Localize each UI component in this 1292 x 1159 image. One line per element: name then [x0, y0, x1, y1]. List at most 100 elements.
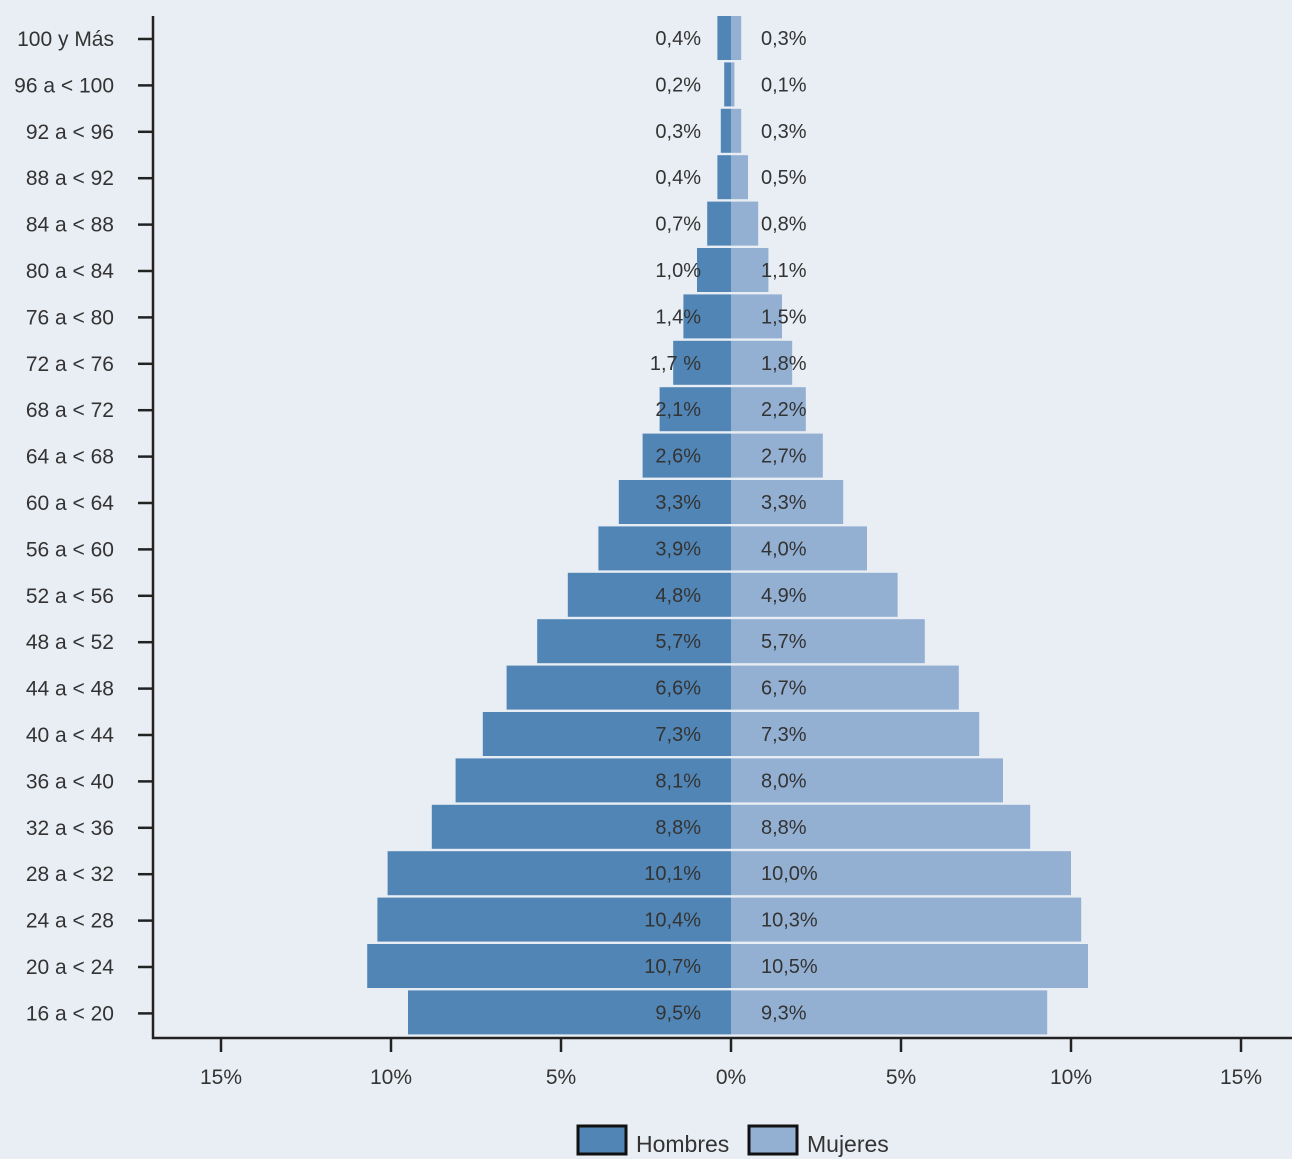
- value-label-hombres-20-a-24: 10,7%: [644, 956, 701, 978]
- y-tick-label-28-a-32: 28 a < 32: [26, 863, 114, 886]
- x-tick-label-15: 15%: [1220, 1066, 1262, 1089]
- x-tick-label-10: 10%: [1050, 1066, 1092, 1089]
- bar-mujeres-100-y-m-s: [731, 16, 742, 60]
- y-tick-label-100-y-m-s: 100 y Más: [17, 28, 114, 51]
- bar-mujeres-16-a-20: [731, 990, 1048, 1035]
- bar-hombres-88-a-92: [717, 155, 731, 200]
- value-label-hombres-44-a-48: 6,6%: [655, 678, 701, 700]
- bar-mujeres-96-a-100: [731, 62, 735, 107]
- x-tick-label-neg-10: 10%: [370, 1066, 412, 1089]
- bar-mujeres-20-a-24: [731, 944, 1088, 988]
- value-label-hombres-72-a-76: 1,7 %: [650, 353, 701, 375]
- bar-mujeres-68-a-72: [731, 387, 806, 432]
- bar-hombres-68-a-72: [659, 387, 731, 432]
- value-label-hombres-36-a-40: 8,1%: [655, 770, 701, 792]
- value-label-hombres-24-a-28: 10,4%: [644, 910, 701, 932]
- bar-mujeres-84-a-88: [731, 201, 759, 246]
- value-label-hombres-100-y-m-s: 0,4%: [655, 28, 701, 50]
- bar-mujeres-60-a-64: [731, 480, 844, 524]
- y-tick-label-40-a-44: 40 a < 44: [26, 724, 114, 747]
- x-tick-label-neg-15: 15%: [200, 1066, 242, 1089]
- legend-swatch-hombres: [576, 1124, 628, 1156]
- bar-hombres-80-a-84: [697, 248, 731, 292]
- bar-mujeres-52-a-56: [731, 572, 898, 617]
- y-tick-label-48-a-52: 48 a < 52: [26, 631, 114, 654]
- value-label-hombres-88-a-92: 0,4%: [655, 167, 701, 189]
- value-label-mujeres-60-a-64: 3,3%: [761, 492, 807, 514]
- bar-hombres-64-a-68: [642, 433, 731, 478]
- y-tick-label-80-a-84: 80 a < 84: [26, 260, 114, 283]
- value-label-mujeres-100-y-m-s: 0,3%: [761, 28, 807, 50]
- bar-mujeres-76-a-80: [731, 294, 782, 339]
- bar-mujeres-72-a-76: [731, 340, 793, 385]
- bar-hombres-84-a-88: [707, 201, 731, 246]
- y-tick-label-96-a-100: 96 a < 100: [14, 74, 114, 97]
- y-tick-label-20-a-24: 20 a < 24: [26, 956, 114, 979]
- value-label-mujeres-52-a-56: 4,9%: [761, 585, 807, 607]
- y-tick-label-24-a-28: 24 a < 28: [26, 910, 114, 933]
- legend-label-mujeres: Mujeres: [807, 1131, 889, 1157]
- bar-mujeres-48-a-52: [731, 619, 925, 664]
- value-label-mujeres-44-a-48: 6,7%: [761, 678, 807, 700]
- bar-hombres-16-a-20: [408, 990, 731, 1035]
- x-ticks-layer: 15% 10% 5% 0% 5% 10% 15%: [200, 1038, 1262, 1089]
- bar-hombres-60-a-64: [618, 480, 731, 524]
- value-label-hombres-28-a-32: 10,1%: [644, 863, 701, 885]
- value-label-mujeres-64-a-68: 2,7%: [761, 446, 807, 468]
- x-tick-label-neg-5: 5%: [546, 1066, 576, 1089]
- value-label-mujeres-28-a-32: 10,0%: [761, 863, 818, 885]
- y-tick-label-92-a-96: 92 a < 96: [26, 121, 114, 144]
- value-label-hombres-92-a-96: 0,3%: [655, 121, 701, 143]
- bar-hombres-96-a-100: [724, 62, 731, 107]
- bar-hombres-52-a-56: [567, 572, 731, 617]
- bar-hombres-40-a-44: [482, 712, 731, 756]
- value-label-hombres-32-a-36: 8,8%: [655, 817, 701, 839]
- bar-mujeres-24-a-28: [731, 897, 1082, 942]
- value-label-hombres-76-a-80: 1,4%: [655, 306, 701, 328]
- legend-item-mujeres: Mujeres: [747, 1124, 889, 1157]
- bar-hombres-36-a-40: [455, 758, 731, 803]
- value-label-hombres-56-a-60: 3,9%: [655, 538, 701, 560]
- y-tick-label-60-a-64: 60 a < 64: [26, 492, 114, 515]
- bar-mujeres-40-a-44: [731, 712, 980, 756]
- value-label-hombres-48-a-52: 5,7%: [655, 631, 701, 653]
- bar-mujeres-28-a-32: [731, 851, 1071, 896]
- y-tick-label-16-a-20: 16 a < 20: [26, 1002, 114, 1025]
- value-label-hombres-96-a-100: 0,2%: [655, 74, 701, 96]
- value-labels-layer: 0,4% 0,2% 0,3% 0,4% 0,7% 1,0% 1,4% 1,7 % 2,1% 2,6…: [644, 28, 818, 1024]
- bar-hombres-28-a-32: [387, 851, 731, 896]
- bar-hombres-72-a-76: [673, 340, 731, 385]
- value-label-hombres-68-a-72: 2,1%: [655, 399, 701, 421]
- y-tick-label-36-a-40: 36 a < 40: [26, 770, 114, 793]
- value-label-mujeres-16-a-20: 9,3%: [761, 1002, 807, 1024]
- y-tick-label-68-a-72: 68 a < 72: [26, 399, 114, 422]
- bar-mujeres-64-a-68: [731, 433, 823, 478]
- value-label-mujeres-92-a-96: 0,3%: [761, 121, 807, 143]
- legend-swatch-mujeres: [747, 1124, 799, 1156]
- axes-layer: [151, 16, 1292, 1040]
- y-ticks-layer: 100 y Más 96 a < 100 92 a < 96 88 a < 92 84 …: [14, 28, 153, 1025]
- value-label-mujeres-40-a-44: 7,3%: [761, 724, 807, 746]
- bar-mujeres-56-a-60: [731, 526, 867, 571]
- legend-label-hombres: Hombres: [636, 1131, 729, 1157]
- y-tick-label-72-a-76: 72 a < 76: [26, 353, 114, 376]
- value-label-mujeres-68-a-72: 2,2%: [761, 399, 807, 421]
- x-tick-label-5: 5%: [886, 1066, 916, 1089]
- y-tick-label-32-a-36: 32 a < 36: [26, 817, 114, 840]
- value-label-mujeres-48-a-52: 5,7%: [761, 631, 807, 653]
- legend: Hombres Mujeres: [576, 1124, 889, 1157]
- bar-mujeres-32-a-36: [731, 804, 1031, 849]
- value-label-mujeres-24-a-28: 10,3%: [761, 910, 818, 932]
- bar-hombres-76-a-80: [683, 294, 731, 339]
- value-label-mujeres-72-a-76: 1,8%: [761, 353, 807, 375]
- value-label-mujeres-96-a-100: 0,1%: [761, 74, 807, 96]
- bar-hombres-56-a-60: [598, 526, 731, 571]
- bar-hombres-100-y-m-s: [717, 16, 731, 60]
- bar-hombres-20-a-24: [367, 944, 731, 988]
- value-label-mujeres-76-a-80: 1,5%: [761, 306, 807, 328]
- value-label-hombres-84-a-88: 0,7%: [655, 214, 701, 236]
- value-label-mujeres-80-a-84: 1,1%: [761, 260, 807, 282]
- bar-hombres-24-a-28: [377, 897, 731, 942]
- value-label-hombres-80-a-84: 1,0%: [655, 260, 701, 282]
